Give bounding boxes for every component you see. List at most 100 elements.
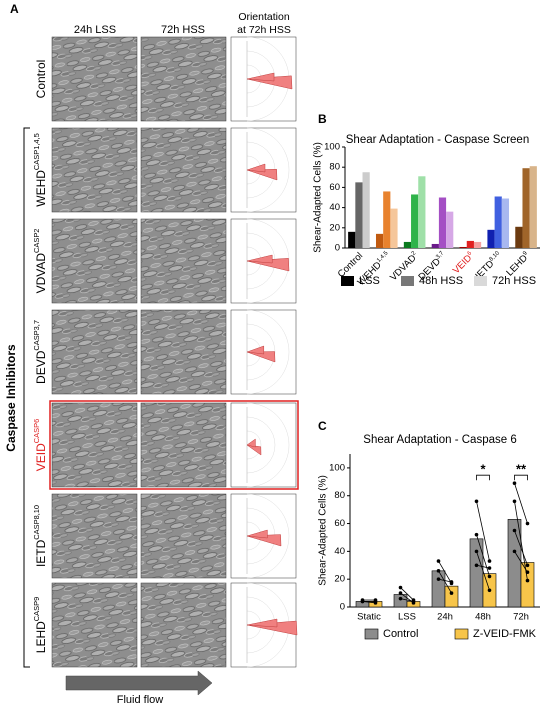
y-tick-label: 60 bbox=[334, 518, 345, 529]
replicate-link bbox=[438, 560, 452, 584]
highlight-box bbox=[49, 400, 299, 490]
legend-swatch bbox=[401, 276, 414, 286]
replicate-point bbox=[525, 521, 530, 526]
replicate-point bbox=[360, 599, 365, 604]
replicate-link bbox=[400, 598, 414, 602]
y-tick-label: 20 bbox=[329, 222, 340, 233]
micrograph bbox=[140, 493, 227, 579]
label: Control bbox=[34, 60, 48, 99]
replicate-point bbox=[512, 499, 517, 504]
bar bbox=[403, 241, 412, 248]
replicate-link bbox=[514, 483, 528, 524]
label: WEHDCASP1,4,5 bbox=[32, 133, 48, 206]
rose-grid bbox=[246, 127, 290, 213]
label-sup: 6 bbox=[466, 250, 473, 257]
label-sup: 9 bbox=[522, 250, 529, 257]
chart-title: Shear Adaptation - Caspase Screen bbox=[346, 134, 529, 146]
label-sup: CASP6 bbox=[32, 419, 41, 443]
bar bbox=[466, 240, 474, 248]
flow-arrow bbox=[65, 670, 213, 696]
legend-swatch bbox=[454, 628, 469, 640]
replicate-point bbox=[512, 549, 517, 554]
micrograph bbox=[51, 127, 138, 213]
charts: B Shear Adaptation - Caspase Screen Shear-… bbox=[313, 112, 540, 640]
bar bbox=[487, 229, 495, 248]
replicate-point bbox=[487, 559, 492, 563]
replicate-point bbox=[449, 580, 454, 584]
legend-swatch bbox=[341, 276, 354, 286]
bar bbox=[444, 585, 459, 608]
replicate-point bbox=[474, 563, 479, 568]
replicate-link bbox=[476, 501, 490, 562]
chart-title: Shear Adaptation - Caspase 6 bbox=[363, 434, 516, 446]
label: DEVDCASP3,7 bbox=[32, 320, 48, 384]
replicate-point bbox=[487, 588, 492, 593]
significance-bracket bbox=[476, 474, 490, 481]
label-sup: CASP8,10 bbox=[32, 505, 41, 540]
panel-label: C bbox=[318, 419, 327, 433]
bar bbox=[362, 172, 370, 248]
replicate-link bbox=[438, 570, 452, 594]
micrograph bbox=[51, 218, 138, 304]
micrograph bbox=[140, 582, 227, 668]
micrograph bbox=[140, 127, 227, 213]
label-main: DEVD bbox=[34, 350, 48, 384]
x-tick-label: LSS bbox=[398, 612, 416, 623]
label-sup: 3,7 bbox=[435, 250, 445, 260]
y-tick-label: 100 bbox=[329, 462, 345, 473]
rose-wedge bbox=[246, 438, 256, 448]
rose-wedge bbox=[246, 345, 265, 355]
legend-label: 48h HSS bbox=[419, 275, 463, 287]
replicate-link bbox=[438, 578, 452, 583]
x-tick-label: 24h bbox=[437, 612, 453, 623]
panel-label: B bbox=[318, 112, 327, 126]
bar bbox=[522, 168, 530, 248]
rose-grid bbox=[246, 309, 290, 395]
bar bbox=[515, 226, 523, 248]
replicate-link bbox=[514, 551, 528, 573]
micrograph bbox=[140, 36, 227, 122]
label-main: VEID bbox=[34, 443, 48, 471]
y-tick-label: 20 bbox=[334, 574, 345, 585]
label: VDVADCASP2 bbox=[32, 229, 48, 294]
bar bbox=[438, 197, 447, 248]
x-tick-label: 72h bbox=[513, 612, 529, 623]
legend-label: LSS bbox=[359, 275, 380, 287]
micrograph bbox=[51, 36, 138, 122]
flow-label: Fluid flow bbox=[117, 694, 164, 706]
label: IETDCASP8,10 bbox=[32, 505, 48, 567]
rose-wedge bbox=[246, 254, 273, 264]
micrograph bbox=[140, 402, 227, 488]
legend-label: 72h HSS bbox=[492, 275, 536, 287]
label-sup: CASP9 bbox=[32, 597, 41, 621]
column-header: 24h LSS bbox=[74, 24, 116, 36]
bar bbox=[418, 176, 426, 248]
y-axis-label: Shear-Adapted Cells (%) bbox=[318, 475, 329, 586]
label-main: VDVAD bbox=[34, 253, 48, 294]
replicate-link bbox=[400, 587, 414, 601]
y-tick-label: 0 bbox=[335, 243, 340, 254]
rose-wedge bbox=[246, 618, 278, 628]
replicate-link bbox=[514, 501, 528, 581]
bar bbox=[375, 233, 384, 248]
replicate-point bbox=[398, 585, 403, 590]
bar bbox=[494, 196, 502, 248]
label-sup: CASP2 bbox=[32, 229, 41, 253]
replicate-point bbox=[512, 481, 517, 486]
rose-grid bbox=[246, 218, 290, 304]
bar bbox=[431, 243, 439, 248]
label-sup: 8,10 bbox=[488, 250, 501, 263]
bar bbox=[459, 246, 467, 248]
bar bbox=[520, 562, 535, 608]
label-sup: 1,4,5 bbox=[376, 250, 390, 264]
label: VEID6 bbox=[450, 250, 476, 276]
bar bbox=[469, 538, 484, 608]
micrograph bbox=[51, 402, 138, 488]
rose-wedge bbox=[246, 163, 266, 173]
replicate-point bbox=[436, 569, 441, 573]
label-main: LEHD bbox=[34, 621, 48, 653]
micrograph bbox=[140, 309, 227, 395]
label-sup: CASP3,7 bbox=[32, 320, 41, 351]
bar bbox=[507, 519, 522, 608]
